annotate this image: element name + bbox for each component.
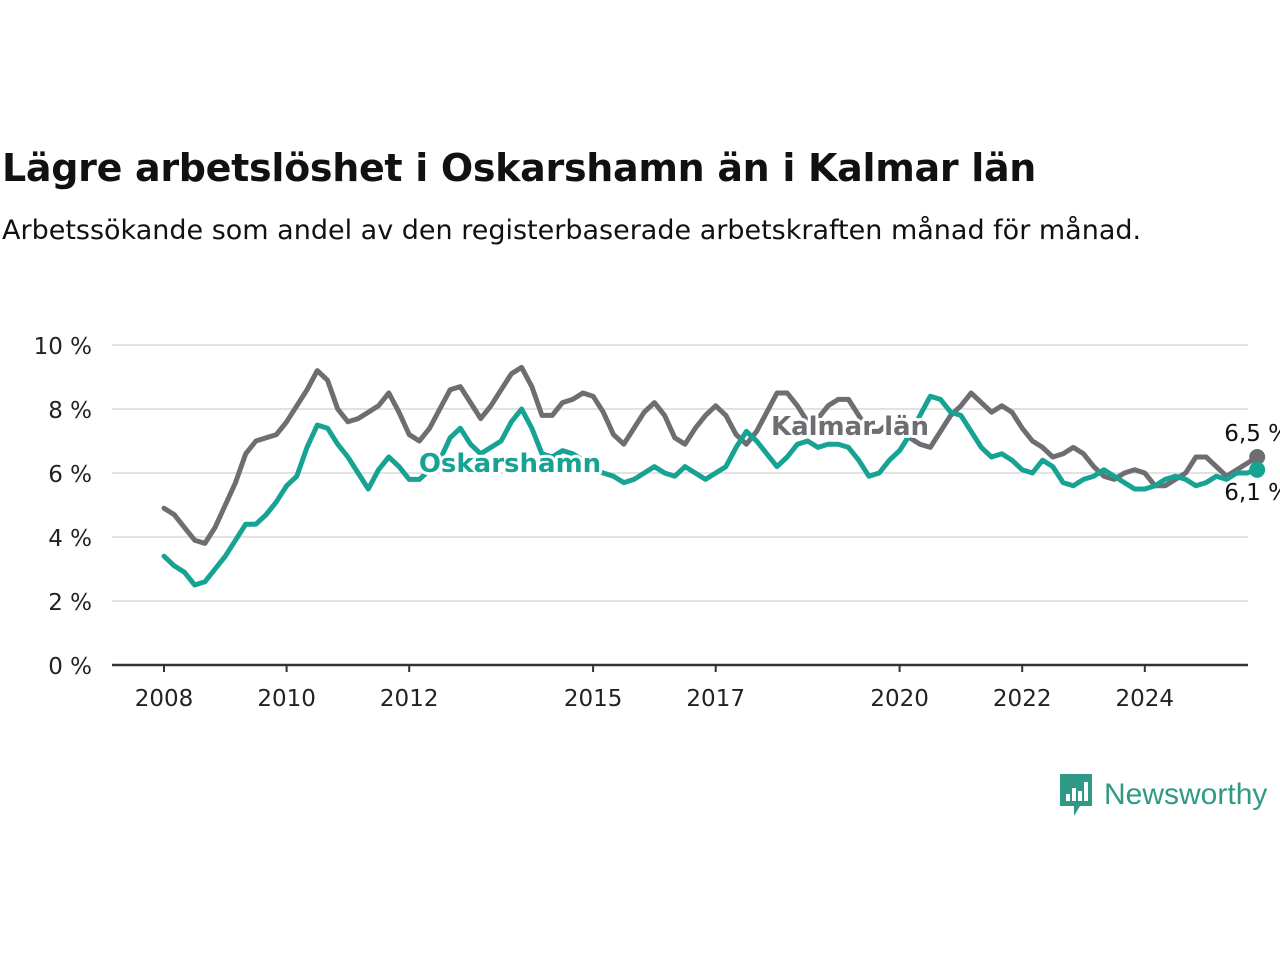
x-tick-label: 2010 bbox=[257, 686, 316, 712]
series-label: Kalmar län bbox=[771, 412, 929, 442]
end-point bbox=[1249, 461, 1266, 478]
series-line-oskarshamn bbox=[161, 393, 1260, 588]
bar-chart-icon bbox=[1060, 774, 1092, 816]
x-tick-label: 2008 bbox=[135, 686, 194, 712]
end-value-label: 6,5 % bbox=[1224, 421, 1280, 447]
newsworthy-logo: Newsworthy bbox=[1058, 772, 1267, 818]
x-tick-label: 2024 bbox=[1116, 686, 1175, 712]
series-labels: Kalmar län Oskarshamn 6,5 % 6,1 % bbox=[416, 409, 1280, 508]
brand-name: Newsworthy bbox=[1104, 778, 1268, 811]
y-axis-labels: 0 % 2 % 4 % 6 % 8 % 10 % bbox=[34, 334, 92, 680]
x-tick-label: 2017 bbox=[686, 686, 745, 712]
series-label: Oskarshamn bbox=[419, 449, 601, 479]
y-tick-label: 2 % bbox=[48, 590, 92, 616]
x-axis: 2008 2010 2012 2015 2017 2020 2022 2024 bbox=[112, 663, 1248, 712]
x-tick-label: 2015 bbox=[564, 686, 623, 712]
chart-title: Lägre arbetslöshet i Oskarshamn än i Kal… bbox=[2, 146, 1037, 190]
chart-subtitle: Arbetssökande som andel av den registerb… bbox=[2, 215, 1142, 246]
y-tick-label: 8 % bbox=[48, 398, 92, 424]
y-tick-label: 0 % bbox=[48, 654, 92, 680]
x-tick-label: 2012 bbox=[380, 686, 439, 712]
series-line-kalmar-län bbox=[161, 364, 1260, 546]
series-lines bbox=[161, 364, 1266, 588]
x-tick-label: 2022 bbox=[993, 686, 1052, 712]
x-tick-label: 2020 bbox=[870, 686, 929, 712]
y-tick-label: 10 % bbox=[34, 334, 92, 360]
y-tick-label: 4 % bbox=[48, 526, 92, 552]
end-value-label: 6,1 % bbox=[1224, 480, 1280, 506]
end-point bbox=[1249, 449, 1266, 465]
y-tick-label: 6 % bbox=[48, 462, 92, 488]
line-chart: 0 % 2 % 4 % 6 % 8 % 10 % 2008 2010 2012 2015 2017… bbox=[34, 334, 1280, 712]
